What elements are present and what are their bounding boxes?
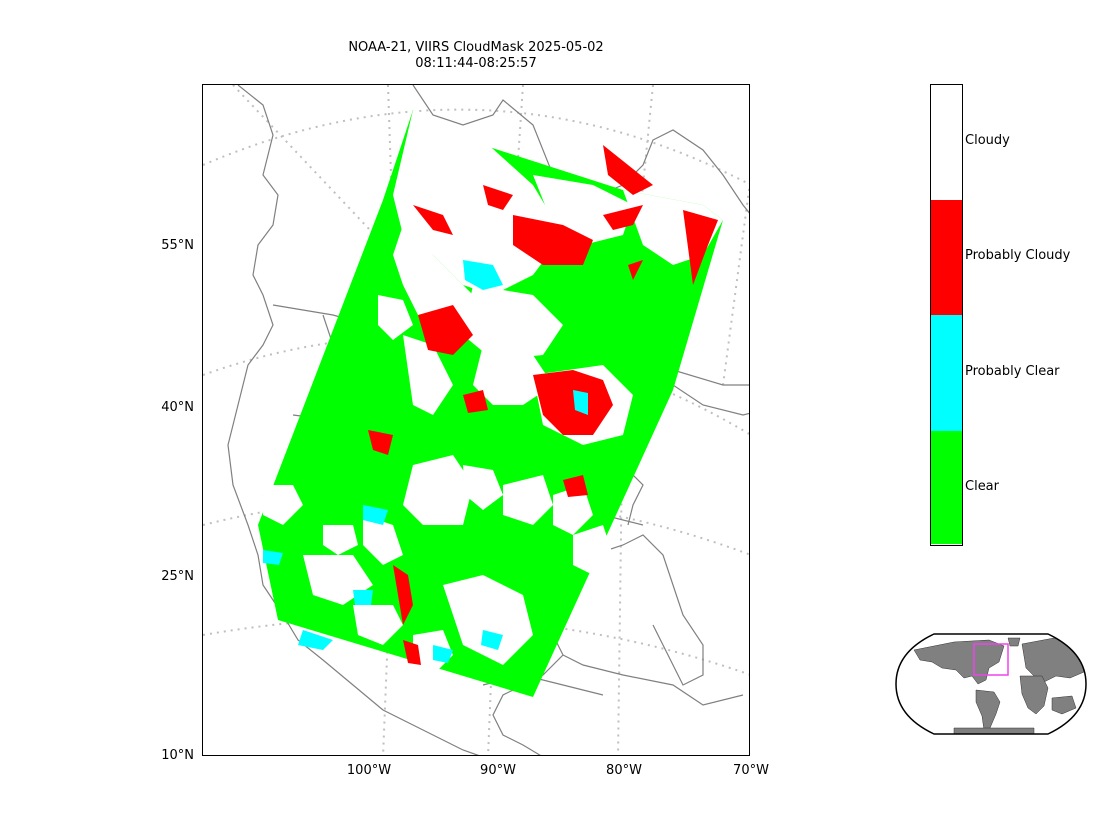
lat-label-55: 55°N xyxy=(161,238,194,253)
colorbar-segment-clear xyxy=(931,431,962,544)
probably-clear-regions xyxy=(263,260,588,663)
map-canvas xyxy=(203,85,749,755)
world-inset-map xyxy=(895,633,1087,735)
colorbar-segment-probably-clear xyxy=(931,315,962,431)
probably-cloudy-regions xyxy=(368,145,718,665)
inset-swath-highlight xyxy=(973,643,1009,676)
lat-label-40: 40°N xyxy=(161,400,194,415)
colorbar-label-clear: Clear xyxy=(965,479,999,494)
lon-label-70w: 70°W xyxy=(733,763,769,778)
lon-label-80w: 80°W xyxy=(606,763,642,778)
title-line-2: 08:11:44-08:25:57 xyxy=(415,56,537,71)
colorbar-segment-probably-cloudy xyxy=(931,200,962,315)
colorbar-label-probably-cloudy: Probably Cloudy xyxy=(965,248,1071,263)
lon-label-100w: 100°W xyxy=(346,763,392,778)
lat-label-25: 25°N xyxy=(161,569,194,584)
chart-title: NOAA-21, VIIRS CloudMask 2025-05-02 08:1… xyxy=(200,40,752,72)
cloudmask-map xyxy=(202,84,750,756)
colorbar-segment-cloudy xyxy=(931,85,962,200)
inset-land xyxy=(913,637,1085,734)
title-line-1: NOAA-21, VIIRS CloudMask 2025-05-02 xyxy=(348,40,604,55)
lat-label-10: 10°N xyxy=(161,748,194,763)
colorbar-label-cloudy: Cloudy xyxy=(965,133,1010,148)
swath xyxy=(258,110,723,697)
colorbar-label-probably-clear: Probably Clear xyxy=(965,364,1060,379)
cloudy-regions xyxy=(263,110,723,675)
colorbar xyxy=(930,84,963,546)
lon-label-90w: 90°W xyxy=(480,763,516,778)
